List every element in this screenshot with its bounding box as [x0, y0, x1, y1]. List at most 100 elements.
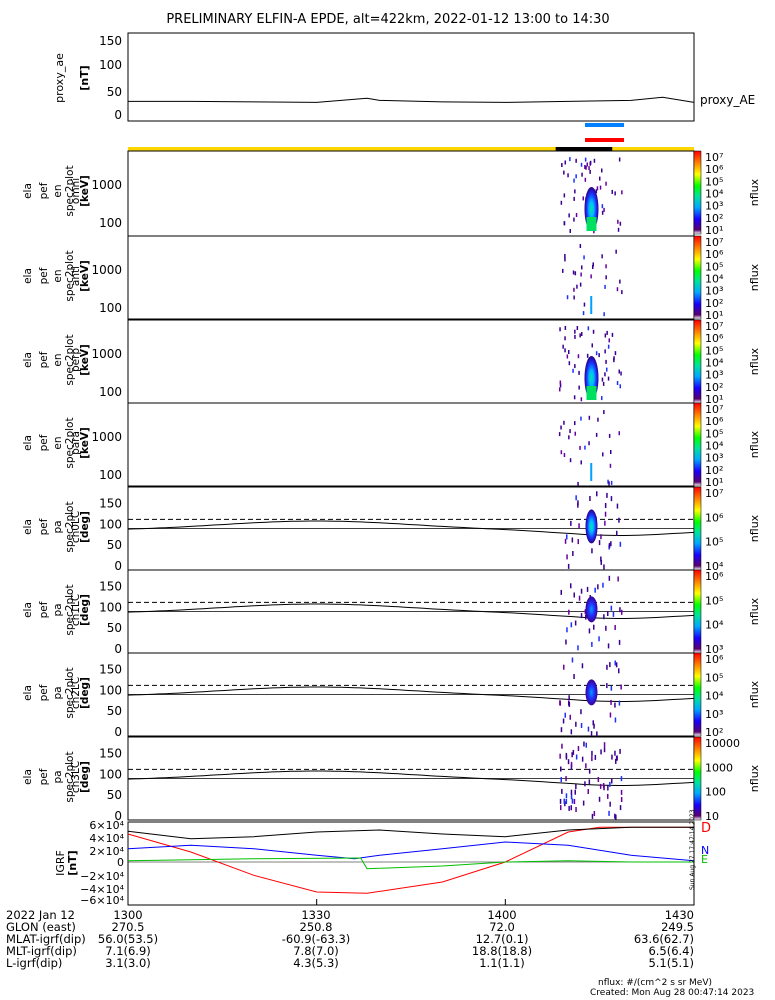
- flux-pixel: [614, 717, 617, 723]
- flux-pixel: [560, 727, 563, 733]
- flux-pixel: [618, 639, 621, 645]
- panel-ylabel-line: anti: [70, 266, 82, 286]
- flux-pixel: [575, 213, 578, 217]
- flux-pixel: [606, 330, 608, 335]
- flux-pixel: [619, 384, 621, 389]
- panel-ylabel-line: en: [52, 353, 64, 366]
- proxy-ae-ytick: 0: [114, 108, 122, 122]
- flux-pixel: [574, 620, 577, 626]
- flux-pixel: [588, 166, 590, 171]
- igrf-ytick: 6×10⁴: [89, 819, 124, 832]
- flux-pixel: [573, 217, 575, 222]
- flux-pixel: [608, 575, 611, 581]
- igrf-series-line: [127, 857, 694, 870]
- spec-colorbar-tick: 10⁵: [705, 427, 723, 440]
- flux-pixel: [598, 353, 600, 358]
- spec-colorbar-label: nflux: [748, 263, 761, 291]
- footer-value: 6.5(6.4): [648, 944, 694, 958]
- flux-pixel: [597, 777, 600, 782]
- spec-colorbar-tick: 10⁴: [705, 440, 724, 453]
- igrf-ytick: 0: [117, 856, 124, 869]
- spec-colorbar-tick: 10⁵: [705, 175, 723, 188]
- flux-pixel: [571, 657, 574, 663]
- panel-ylabel-line: pef: [38, 684, 50, 701]
- footer-value: 1400: [487, 908, 517, 922]
- panel-ytick: 1000: [91, 430, 122, 444]
- flux-pixel: [605, 264, 607, 269]
- panel-ytick: 1000: [91, 178, 122, 192]
- flux-pixel: [590, 274, 592, 279]
- flux-pixel: [613, 356, 615, 361]
- flux-pixel: [608, 542, 611, 548]
- panel-ylabel-line: ela: [22, 268, 34, 284]
- flux-pixel: [617, 576, 619, 582]
- panel-ylabel-line: [keV]: [79, 344, 91, 376]
- flux-pixel: [570, 622, 573, 628]
- flux-pixel: [598, 796, 601, 802]
- flux-pixel: [618, 431, 620, 436]
- igrf-component-label-n: N: [701, 844, 709, 857]
- flux-pixel: [587, 789, 589, 794]
- flux-pixel: [572, 749, 575, 755]
- flux-pixel: [568, 701, 571, 707]
- flux-pixel: [560, 589, 562, 595]
- spec-colorbar-tick: 10²: [705, 297, 723, 310]
- loss-cone-curve: [127, 520, 695, 536]
- flux-pixel: [607, 611, 609, 616]
- flux-pixel: [603, 564, 605, 570]
- flux-pixel: [565, 639, 567, 645]
- flux-pixel: [588, 415, 591, 420]
- pa-colorbar-tick: 10³: [705, 643, 723, 656]
- footer-value: 56.0(53.5): [97, 932, 159, 946]
- flux-pixel: [567, 759, 570, 765]
- flux-pixel: [592, 329, 595, 334]
- flux-pixel: [586, 586, 589, 592]
- flux-pixel: [574, 329, 576, 334]
- panel-ylabel-line: pef: [38, 267, 50, 284]
- flux-pixel: [563, 664, 565, 670]
- flux-pixel: [597, 584, 599, 590]
- flux-pixel: [616, 755, 618, 761]
- flux-pixel: [574, 789, 576, 795]
- loss-cone-curve: [127, 603, 695, 619]
- flux-pixel: [578, 523, 580, 529]
- flux-pixel: [564, 326, 567, 330]
- flux-pixel: [569, 458, 572, 463]
- flux-pixel: [558, 432, 561, 437]
- panel-ylabel-line: pef: [38, 434, 50, 451]
- flux-pixel: [592, 720, 594, 726]
- flux-pixel: [603, 207, 605, 212]
- pa-colorbar-tick: 10⁴: [705, 560, 724, 573]
- flux-pixel: [608, 810, 610, 816]
- flux-pixel: [573, 592, 575, 598]
- panel-ylabel-line: perp: [70, 348, 82, 372]
- flux-pixel: [595, 189, 598, 194]
- panel-ylabel-line: ch0LC: [70, 511, 82, 543]
- pa-colorbar-tick: 10⁴: [705, 690, 724, 703]
- flux-pixel: [584, 609, 587, 615]
- flux-pixel: [620, 371, 622, 376]
- flux-pixel: [620, 789, 623, 795]
- created-note: Created: Mon Aug 28 00:47:14 2023: [590, 988, 755, 998]
- flux-pixel: [604, 520, 606, 526]
- panel-ytick: 100: [99, 767, 122, 781]
- flux-pixel: [574, 431, 576, 436]
- flux-pixel: [559, 700, 561, 706]
- flux-pixel: [566, 534, 568, 540]
- flux-pixel: [573, 287, 575, 292]
- flux-pixel: [616, 287, 619, 292]
- flux-pixel: [588, 441, 590, 446]
- flux-pixel: [608, 433, 611, 438]
- flux-pixel: [600, 749, 602, 755]
- pa-colorbar-label: nflux: [748, 597, 761, 625]
- panel-ylabel-line: ela: [22, 183, 34, 199]
- flux-pixel: [619, 607, 621, 613]
- flux-pixel: [585, 742, 587, 748]
- igrf-series-line: [127, 841, 695, 862]
- flux-enhancement: [590, 296, 593, 314]
- proxy-ae-panel: proxy_ae [nT] 150 100 50 0 proxy_AE: [53, 32, 755, 122]
- flux-pixel: [604, 503, 607, 508]
- flux-pixel: [600, 559, 602, 565]
- igrf-frame: [127, 821, 695, 906]
